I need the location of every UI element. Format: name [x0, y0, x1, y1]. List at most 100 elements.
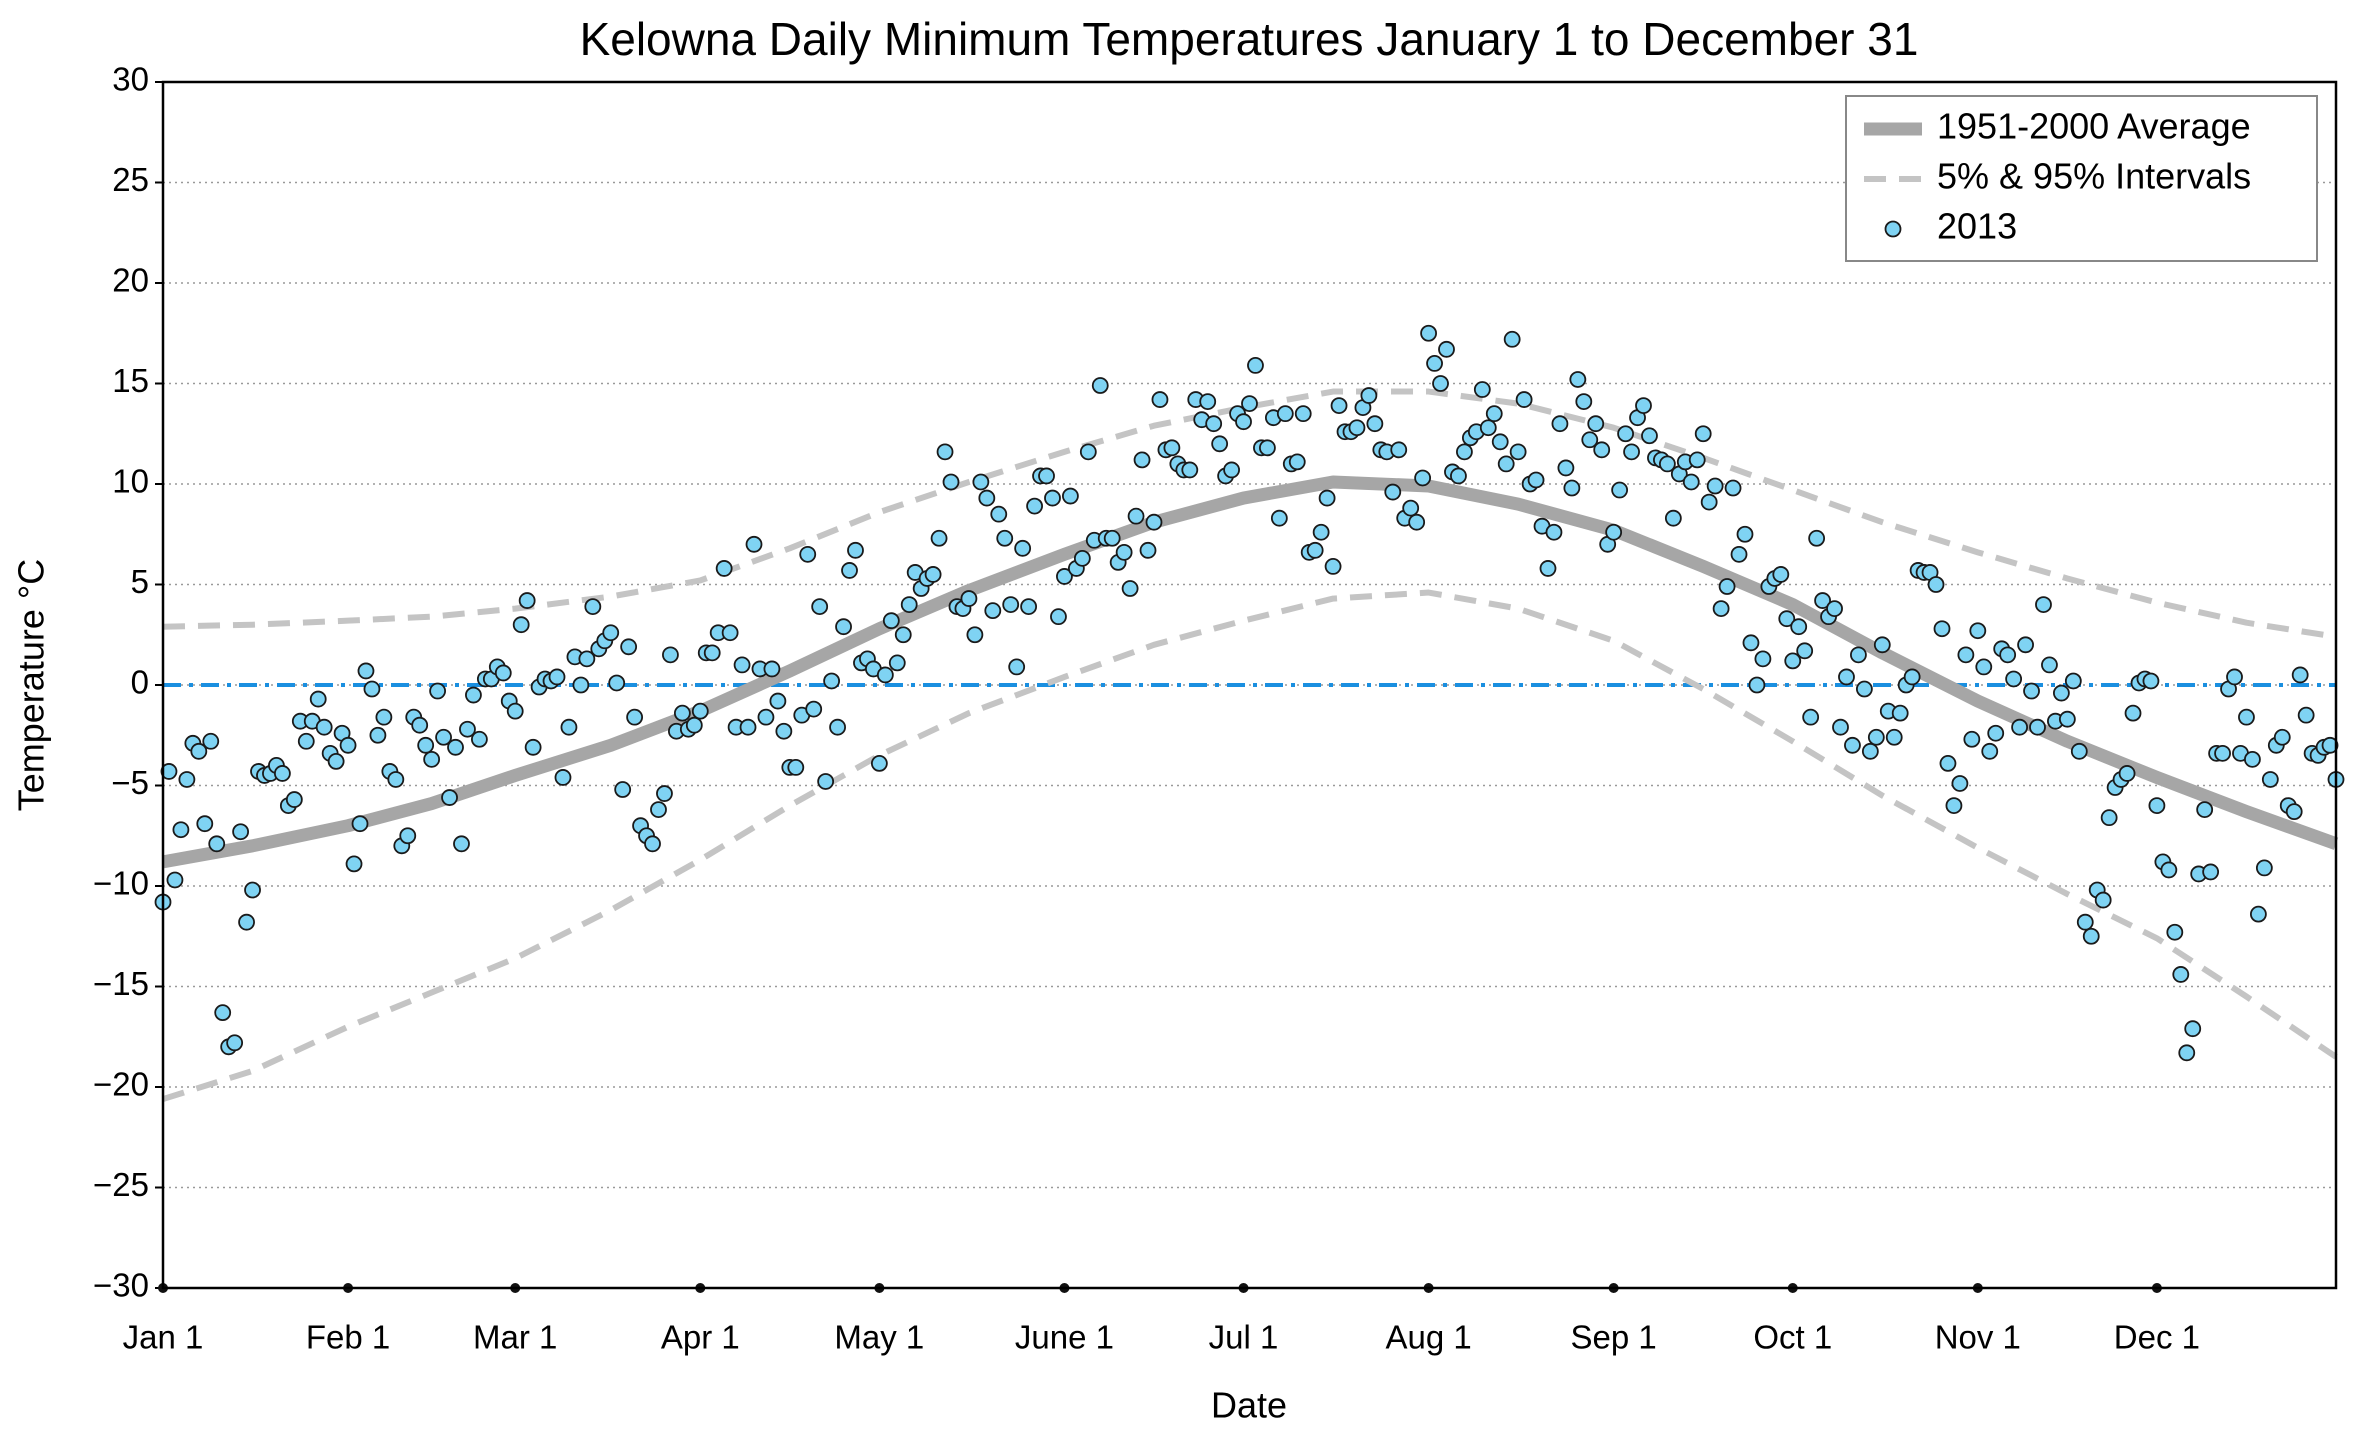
data-point [2244, 750, 2261, 768]
data-point [166, 871, 184, 889]
data-point [238, 913, 255, 931]
data-point [2082, 927, 2100, 945]
y-tick-label: −30 [93, 1267, 149, 1304]
data-point [387, 771, 405, 788]
data-point [1408, 513, 1426, 531]
data-point [1438, 340, 1455, 358]
data-point [1545, 523, 1563, 541]
data-point [673, 704, 691, 722]
y-tick-label: 20 [112, 262, 149, 299]
data-point [2226, 668, 2243, 686]
legend-label: 2013 [1937, 206, 2017, 247]
data-point [799, 545, 817, 563]
data-point [2249, 905, 2267, 923]
data-point [1718, 578, 1736, 595]
data-point [1826, 600, 1843, 618]
data-point [470, 730, 488, 748]
data-point [309, 690, 327, 708]
data-point [1832, 718, 1849, 736]
data-point [1050, 608, 1067, 626]
data-point [2238, 708, 2255, 726]
data-point [1551, 415, 1569, 433]
data-point [733, 656, 751, 674]
data-point [518, 592, 536, 609]
data-point [1479, 419, 1497, 437]
data-point [1754, 650, 1772, 668]
data-point [924, 566, 942, 583]
data-point [1235, 413, 1252, 431]
data-point [1205, 415, 1223, 433]
data-point [1784, 652, 1802, 670]
data-point [1575, 393, 1593, 410]
data-point [614, 781, 632, 798]
data-point [775, 722, 793, 740]
data-point [1020, 598, 1038, 616]
data-point [739, 718, 757, 736]
data-point [1939, 754, 1957, 772]
data-point [1276, 405, 1294, 423]
data-point [2297, 706, 2315, 724]
data-point [1712, 600, 1730, 618]
data-point [1658, 455, 1676, 473]
data-point [2100, 809, 2118, 827]
data-point [930, 529, 948, 547]
data-point [620, 638, 638, 656]
data-point [835, 618, 852, 636]
data-point [1450, 467, 1467, 485]
legend-label: 5% & 95% Intervals [1937, 156, 2251, 197]
data-point [650, 801, 667, 819]
data-point [1491, 433, 1509, 451]
data-point [984, 602, 1002, 620]
data-point [2011, 718, 2029, 736]
data-point [2214, 744, 2231, 762]
data-point [721, 624, 739, 642]
data-point [214, 1004, 232, 1022]
data-point [429, 682, 447, 700]
data-point [1288, 453, 1306, 471]
data-point [2035, 596, 2052, 613]
data-point [1623, 443, 1640, 461]
data-point [345, 855, 363, 873]
data-point [363, 680, 381, 698]
data-point [2285, 803, 2303, 821]
data-point [1682, 473, 1700, 491]
x-tick-label: Jul 1 [1209, 1319, 1279, 1356]
data-point [560, 718, 578, 736]
data-point [1617, 425, 1634, 443]
data-point [2202, 863, 2220, 881]
data-point [1641, 427, 1658, 445]
data-point [1163, 439, 1181, 457]
data-point [2172, 966, 2190, 983]
data-point [763, 660, 781, 678]
data-point [1569, 371, 1587, 388]
data-point [936, 443, 954, 461]
data-point [1139, 541, 1157, 559]
data-point [1062, 487, 1079, 505]
data-point [244, 881, 261, 899]
x-axis-label: Date [1211, 1385, 1287, 1426]
data-point [1969, 622, 1987, 640]
data-point [441, 789, 458, 806]
data-point [1091, 377, 1109, 394]
data-point [1038, 467, 1055, 485]
data-point [1981, 742, 1999, 760]
data-point [2321, 736, 2339, 754]
data-point [1306, 541, 1324, 559]
data-point [548, 668, 566, 686]
data-point [1515, 391, 1533, 408]
data-point [2166, 923, 2184, 941]
data-point [990, 505, 1008, 523]
data-point [1802, 708, 1820, 726]
data-point [1772, 566, 1790, 583]
data-point [1933, 620, 1951, 638]
data-point [829, 718, 846, 736]
data-point [1312, 523, 1330, 541]
data-point [2160, 861, 2178, 879]
data-point [1563, 479, 1581, 497]
data-point [966, 626, 984, 644]
x-tick-label: Jan 1 [123, 1319, 204, 1356]
data-point [1420, 324, 1437, 342]
data-point [656, 785, 673, 802]
data-point [369, 726, 387, 744]
data-point [1241, 395, 1258, 413]
